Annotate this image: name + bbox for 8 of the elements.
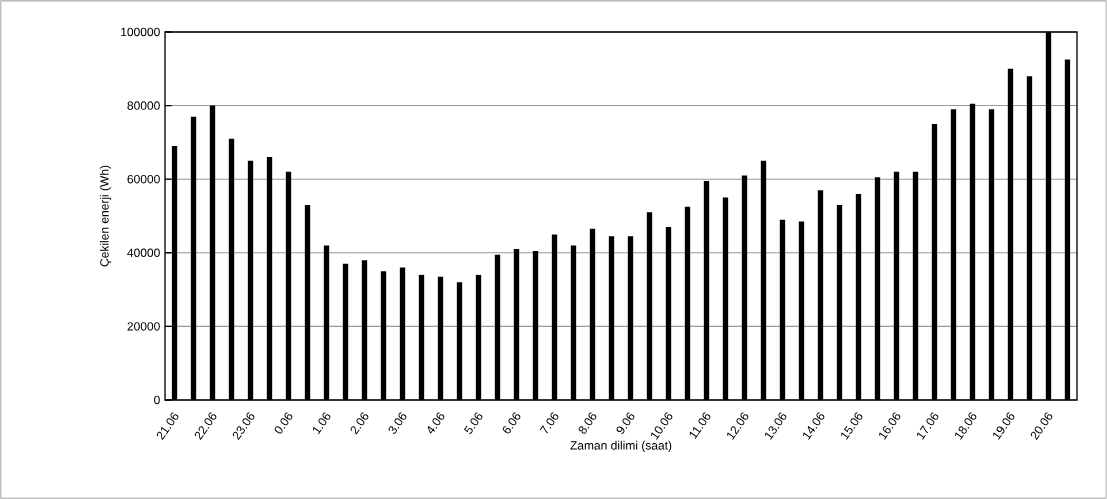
- y-tick-label: 80000: [127, 101, 160, 110]
- x-axis-title: Zaman dilimi (saat): [570, 440, 672, 453]
- y-tick-label: 20000: [127, 322, 160, 331]
- y-axis-title: Çekilen enerji (Wh): [99, 165, 112, 267]
- y-tick-label: 0: [154, 395, 160, 405]
- y-tick-label: 40000: [127, 248, 160, 258]
- y-tick-label: 100000: [121, 27, 160, 37]
- y-tick-label: 60000: [127, 174, 160, 184]
